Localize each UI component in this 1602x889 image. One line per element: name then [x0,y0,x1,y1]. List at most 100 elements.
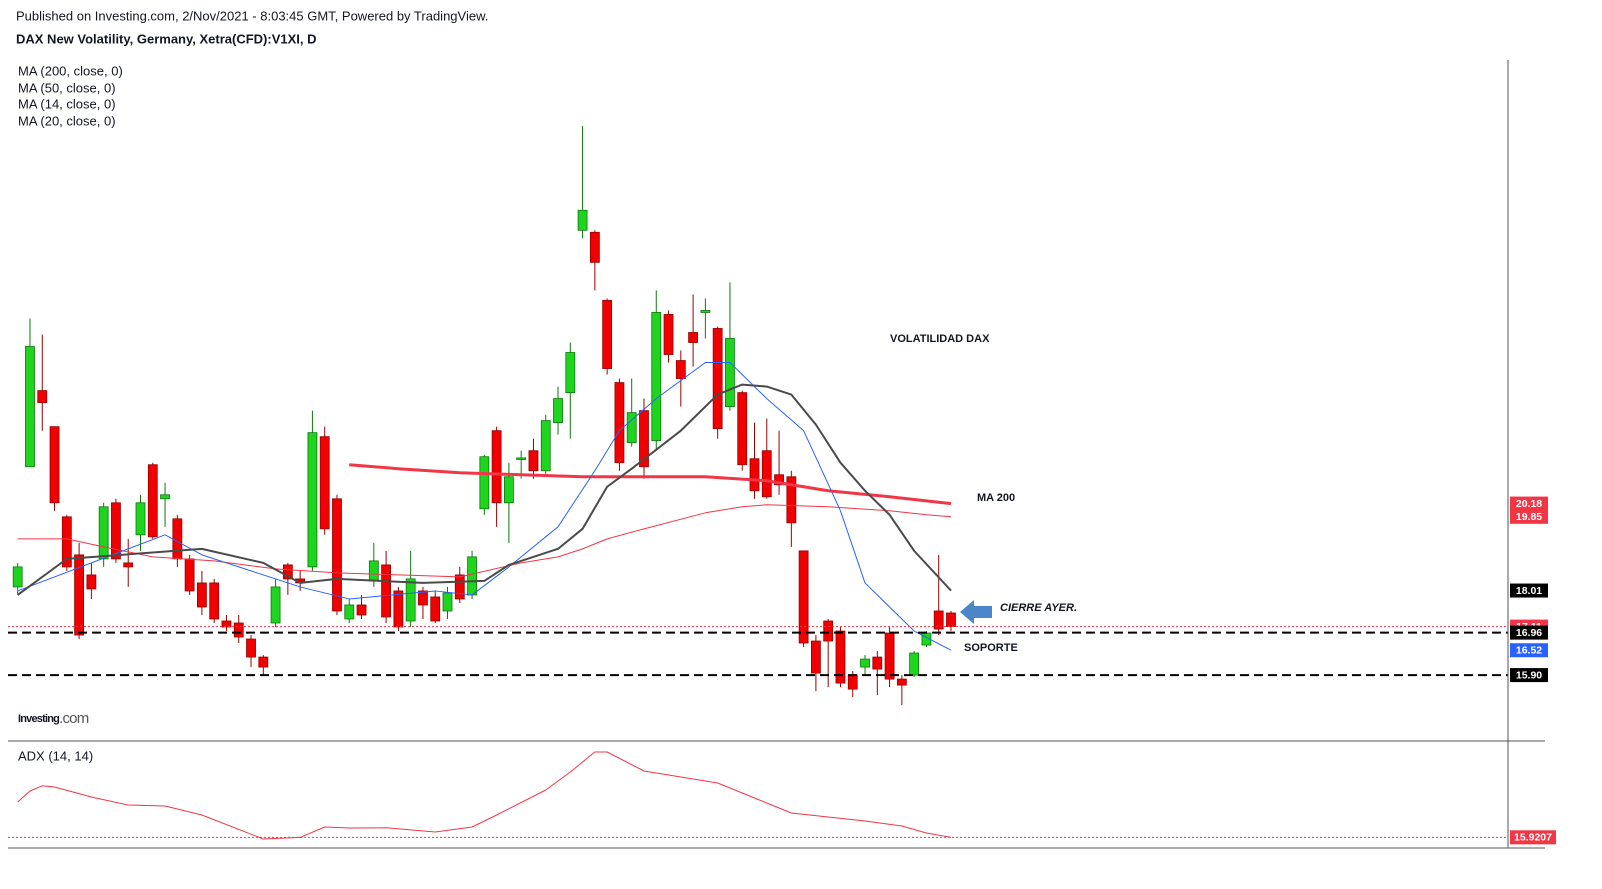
legend-entry: MA (50, close, 0) [18,80,116,95]
candle-body [553,398,563,424]
candle-body [25,346,35,468]
price-label-box [1510,668,1548,683]
candle-body [626,412,637,444]
candle-body [823,620,834,642]
candle-body [737,392,748,466]
candle-body [49,426,60,504]
candle-body [123,562,134,568]
annotation: MA 200 [977,492,1015,504]
candle-body [504,476,514,504]
watermark-brand: Investing.com [18,710,89,727]
price-label: 16.52 [1516,645,1542,657]
candle-body [86,574,97,590]
candle-body [454,574,465,600]
chart-title: DAX New Volatility, Germany, Xetra(CFD):… [16,31,317,46]
annotation: VOLATILIDAD DAX [890,333,990,345]
annotation: CIERRE AYER. [1000,602,1077,614]
candle-body [933,610,944,630]
candle-body [258,656,269,668]
candle-body [614,382,625,464]
line-series [17,383,952,596]
chart-subtitle: Published on Investing.com, 2/Nov/2021 -… [16,8,488,23]
candle-body [37,390,48,404]
candle-body [491,430,502,504]
candle-body [246,638,256,658]
candle-body [319,436,330,530]
candle-body [909,652,920,676]
legend-entry: MA (20, close, 0) [18,113,116,128]
candle-body [197,582,207,608]
candle-body [221,620,232,628]
candle-body [946,612,956,627]
watermark-suffix: .com [59,710,89,727]
candle-body [332,498,342,612]
price-label-box [1510,625,1548,640]
candle-body [209,582,220,620]
candle-body [98,506,109,560]
candle-body [712,328,723,430]
candle-body [368,560,379,582]
candle-body [282,564,293,580]
candle-body [761,450,772,498]
candle-body [786,476,797,524]
candle-body [725,338,735,408]
candle-body [307,432,318,568]
candle-body [847,674,858,690]
price-label: 18.01 [1516,585,1542,597]
candle-body [418,590,428,606]
price-label: 15.9207 [1514,832,1552,844]
price-label-box [1510,583,1548,598]
candle-body [516,457,527,460]
candle-body [135,502,146,536]
price-label: 15.90 [1516,669,1542,681]
legend-entry: MA (200, close, 0) [18,63,123,78]
line-series [17,362,952,651]
candle-body [12,566,23,588]
candle-body [233,622,244,638]
candle-body [381,564,392,618]
watermark-brand: Investing [18,713,59,725]
candle-body [565,352,576,393]
candle-body [172,518,183,560]
candle-body [147,464,158,538]
price-label-box [1510,509,1548,524]
line-series [349,463,952,506]
candle-body [811,640,821,674]
candle-body [860,658,870,668]
candle-body [393,590,404,628]
candle-body [798,550,809,644]
marks-layer [12,126,956,840]
candle-body [61,516,72,568]
candle-body [467,556,477,596]
legend-entry: MA (14, close, 0) [18,96,116,111]
price-label-box [1510,830,1556,845]
candle-body [540,420,551,472]
candle-body [835,630,846,684]
candle-body [528,450,539,472]
candle-body [430,596,441,622]
candle-body [663,314,674,355]
annotation: SOPORTE [964,642,1018,654]
candle-body [651,312,662,442]
candle-body [602,300,613,369]
candle-body [700,310,711,313]
candle-body [688,332,699,343]
candle-body [160,494,170,500]
candle-body [884,632,895,680]
arrow [960,600,992,624]
candle-body [749,458,760,492]
candle-body [589,231,600,263]
line-series [17,751,952,840]
line-series [17,504,952,578]
legend-entry: ADX (14, 14) [18,748,93,763]
overlay-layer: 20.1819.8518.0117.1116.9616.5215.9015.92… [8,496,1556,845]
candle-body [479,456,490,510]
candle-body [344,604,355,620]
candle-body [872,656,883,670]
candle-body [184,558,195,592]
candle-body [577,209,588,231]
price-label: 16.96 [1516,627,1542,639]
